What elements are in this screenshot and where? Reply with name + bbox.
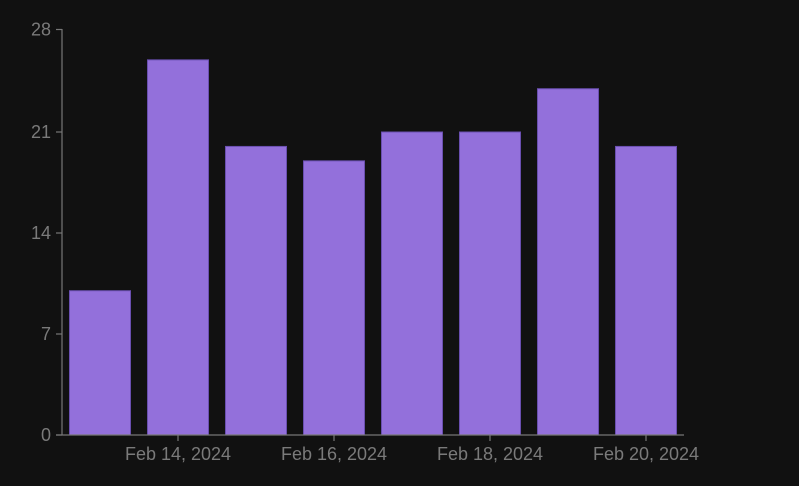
bar-feb-20-2024 xyxy=(615,145,677,436)
x-tick-label: Feb 14, 2024 xyxy=(125,444,231,464)
bar-feb-17-2024 xyxy=(381,131,443,436)
bar-feb-19-2024 xyxy=(537,88,599,436)
y-tick-label: 7 xyxy=(41,324,51,344)
x-tick-label: Feb 16, 2024 xyxy=(281,444,387,464)
bar-feb-14-2024 xyxy=(147,59,209,436)
y-tick-label: 14 xyxy=(31,223,51,243)
bars-group xyxy=(69,59,677,436)
y-tick-label: 28 xyxy=(31,20,51,40)
axes-group: 0 7 14 21 28 Feb 14, 2024 Feb 16, 2024 Feb 18, … xyxy=(31,20,699,465)
y-tick-label: 21 xyxy=(31,122,51,142)
y-tick-label: 0 xyxy=(41,425,51,445)
x-tick-label: Feb 18, 2024 xyxy=(437,444,543,464)
bar-feb-18-2024 xyxy=(459,131,521,436)
bar-feb-15-2024 xyxy=(225,145,287,436)
bar-feb-13-2024 xyxy=(69,290,131,436)
x-tick-label: Feb 20, 2024 xyxy=(593,444,699,464)
bar-feb-16-2024 xyxy=(303,160,365,436)
